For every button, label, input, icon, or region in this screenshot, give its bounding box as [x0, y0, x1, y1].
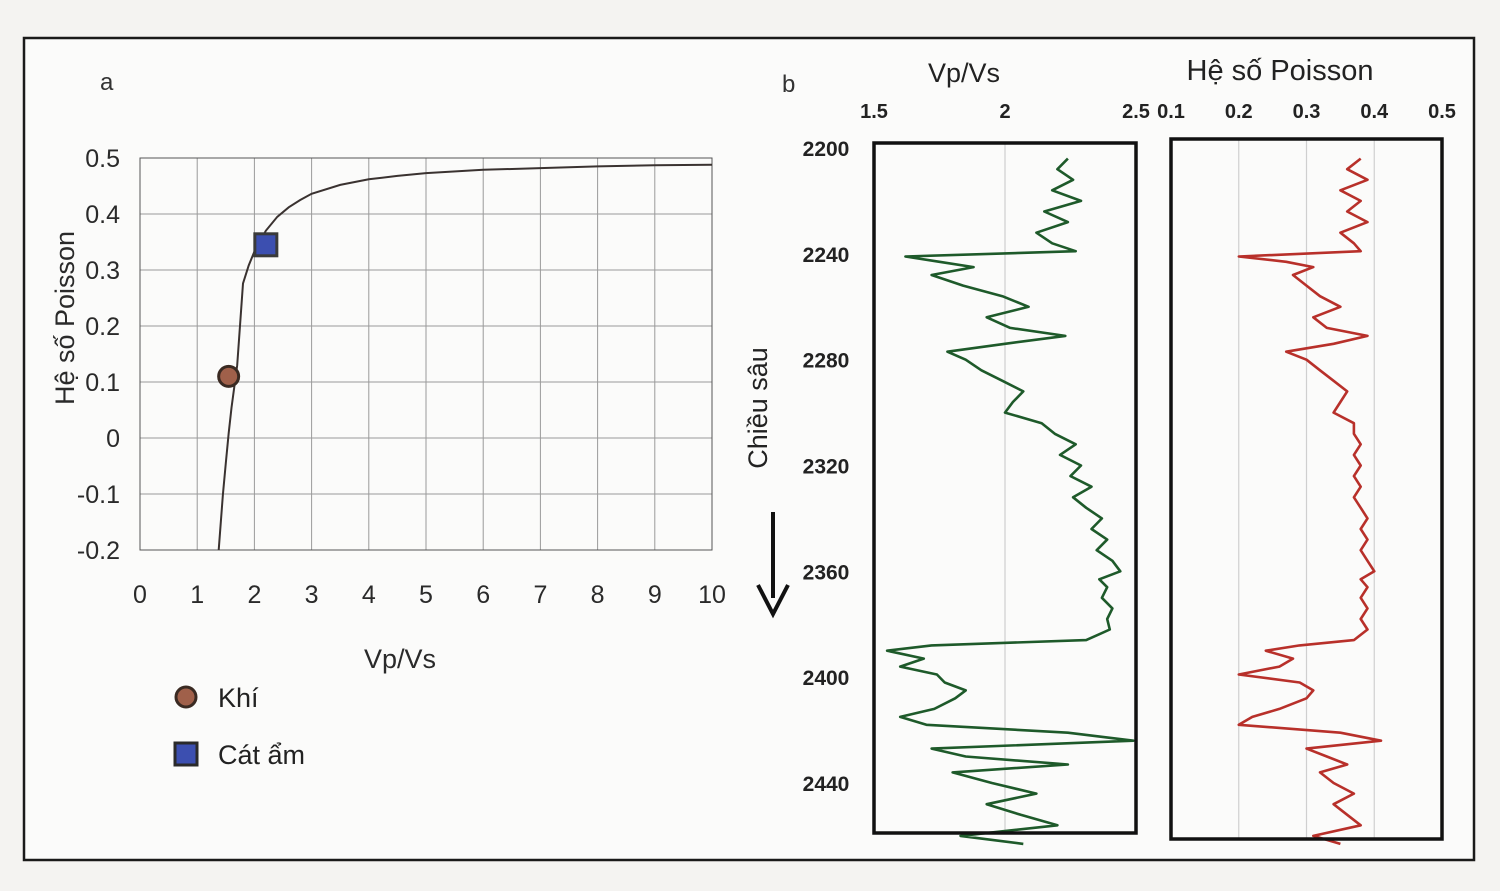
- wet-sand-point-marker: [253, 232, 279, 258]
- track-poisson-frame: [1169, 137, 1444, 841]
- figure-border: [22, 36, 1476, 862]
- panel-a-x-tick-label: 8: [591, 581, 605, 609]
- panel-a-y-tick-label: 0.5: [85, 145, 120, 173]
- depth-tick-label: 2320: [803, 456, 850, 479]
- depth-tick-labels: 2200 2240 2280 2320 2360 2400 2440: [803, 138, 850, 796]
- depth-tick-label: 2240: [803, 244, 850, 267]
- panel-a-label: a: [100, 69, 114, 96]
- legend-wet-sand-marker: [173, 741, 199, 767]
- panel-a-x-axis-label: Vp/Vs: [364, 644, 436, 674]
- panel-a-y-tick-label: -0.1: [77, 481, 120, 509]
- panel-a-x-tick-label: 9: [648, 581, 662, 609]
- legend-wet-sand-label: Cát ẩm: [218, 740, 305, 770]
- panel-a-points: [217, 232, 279, 388]
- track-vpvs-tick-labels: 1.5 2 2.5: [860, 101, 1150, 123]
- poisson-log-curve: [1237, 157, 1383, 846]
- track-vpvs-tick-label: 2: [999, 101, 1010, 123]
- depth-tick-label: 2440: [803, 773, 850, 796]
- track-vpvs-tick-label: 2.5: [1122, 101, 1150, 123]
- panel-a-x-tick-label: 7: [533, 581, 547, 609]
- track-poisson-tick-label: 0.1: [1157, 101, 1185, 123]
- panel-b-label: b: [782, 71, 795, 98]
- track-vpvs-frame: [872, 141, 1138, 835]
- track-poisson-tick-label: 0.4: [1360, 101, 1389, 123]
- legend-gas-label: Khí: [218, 683, 259, 713]
- panel-a: a -0.2-0.100.10.20.30.40.5 0 1 2 3 4 5 6 7 8 9 10 …: [50, 69, 726, 770]
- panel-a-x-tick-label: 0: [133, 581, 147, 609]
- depth-tick-label: 2280: [803, 350, 850, 373]
- panel-a-y-tick-labels: -0.2 -0.1 0 0.1 0.2 0.3 0.4 0.5: [77, 145, 120, 565]
- legend-gas-marker: [174, 685, 198, 709]
- depth-tick-label: 2400: [803, 667, 850, 690]
- gas-point-marker: [217, 364, 241, 388]
- panel-a-y-tick-label: 0: [106, 425, 120, 453]
- vpvs-log-curve: [885, 157, 1135, 846]
- track-poisson-tick-label: 0.3: [1293, 101, 1321, 123]
- panel-a-y-tick-label: -0.2: [77, 537, 120, 565]
- track-poisson-tick-labels: 0.1 0.2 0.3 0.4 0.5: [1157, 101, 1456, 123]
- panel-a-y-tick-label: 0.4: [85, 201, 120, 229]
- panel-a-legend: Khí Cát ẩm: [173, 683, 305, 770]
- panel-a-x-tick-labels: 0 1 2 3 4 5 6 7 8 9 10: [133, 581, 726, 609]
- panel-a-x-tick-label: 6: [476, 581, 490, 609]
- panel-a-x-tick-label: 3: [305, 581, 319, 609]
- track-poisson-title: Hệ số Poisson: [1187, 55, 1374, 87]
- panel-a-x-tick-label: 2: [247, 581, 261, 609]
- panel-a-plot-frame: [139, 157, 713, 551]
- panel-a-y-tick-label: 0.1: [85, 369, 120, 397]
- panel-a-y-axis-label: Hệ số Poisson: [50, 231, 80, 405]
- panel-a-x-tick-label: 1: [190, 581, 204, 609]
- track-vpvs-title: Vp/Vs: [928, 58, 1000, 88]
- depth-tick-label: 2360: [803, 561, 850, 584]
- panel-a-x-tick-label: 10: [698, 581, 726, 609]
- depth-direction-arrow: [756, 512, 790, 619]
- panel-a-x-tick-label: 5: [419, 581, 433, 609]
- track-vpvs-tick-label: 1.5: [860, 101, 888, 123]
- track-poisson-tick-label: 0.5: [1428, 101, 1456, 123]
- depth-axis-label: Chiều sâu: [743, 347, 773, 469]
- panel-a-y-tick-label: 0.2: [85, 313, 120, 341]
- panel-b: b Vp/Vs Hệ số Poisson 1.5 2 2.5 0.1 0.2 0.3 0…: [743, 55, 1456, 846]
- depth-tick-label: 2200: [803, 138, 850, 161]
- track-poisson-tick-label: 0.2: [1225, 101, 1253, 123]
- poisson-vpvs-curve: [217, 163, 713, 551]
- panel-a-x-tick-label: 4: [362, 581, 376, 609]
- panel-a-y-tick-label: 0.3: [85, 257, 120, 285]
